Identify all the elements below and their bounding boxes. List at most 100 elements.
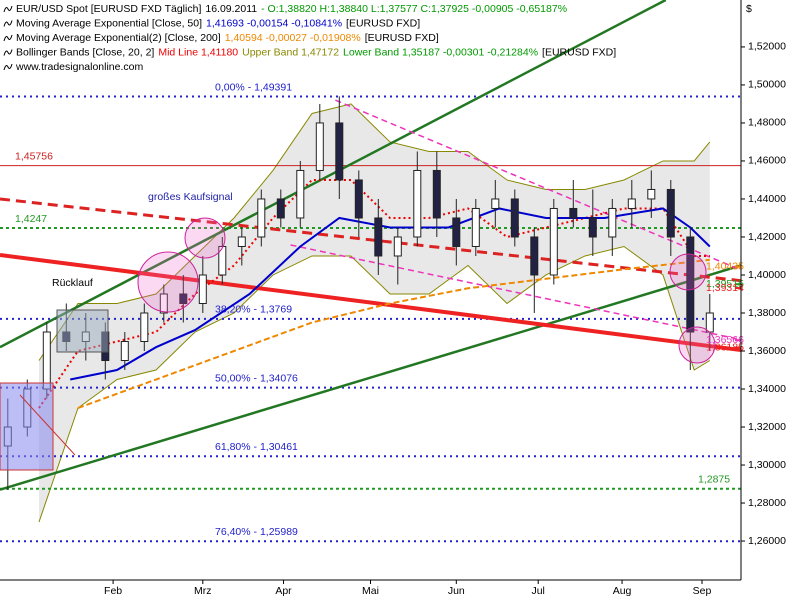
candle-body: [198, 274, 207, 304]
legend-text: [EURUSD FXD]: [542, 46, 616, 58]
legend-text: Moving Average Exponential(2) [Close, 20…: [16, 32, 221, 44]
legend-text: Lower Band 1,35187 -0,00301 -0,21284%: [343, 46, 538, 58]
annotation: großes Kaufsignal: [148, 191, 233, 203]
legend-text: 16.09.2011: [205, 3, 257, 15]
candle-body: [413, 169, 422, 238]
highlight-line: [19, 394, 76, 456]
legend-line: Moving Average Exponential(2) [Close, 20…: [16, 32, 439, 44]
candle-body: [393, 236, 402, 257]
trend-line: [0, 253, 742, 353]
indicator-line: [77, 258, 710, 409]
level-label: 38,20% - 1,3769: [215, 304, 292, 316]
x-tick-label: Mai: [362, 585, 379, 597]
candle-body: [276, 198, 285, 219]
y-tick-label: 1,38000: [748, 307, 786, 319]
signal-circle: [137, 251, 199, 313]
legend-line: www.tradesignalonline.com: [15, 61, 143, 73]
price-label: 1,36566: [706, 334, 744, 346]
highlight-box: [56, 309, 109, 353]
legend-line: Bollinger Bands [Close, 20, 2] Mid Line 1…: [16, 46, 616, 58]
level-label: 61,80% - 1,30461: [215, 441, 298, 453]
price-label: 1,36185: [706, 341, 744, 353]
legend-icon: [3, 63, 13, 71]
x-tick-label: Jul: [531, 585, 544, 597]
candle-body: [452, 217, 461, 247]
y-tick-label: 1,46000: [748, 155, 786, 167]
y-tick-label: 1,40000: [748, 269, 786, 281]
level-label: 1,4247: [15, 213, 47, 225]
y-tick-label: 1,48000: [748, 117, 786, 129]
legend-line: Moving Average Exponential [Close, 50] 1,…: [16, 17, 420, 29]
plot-area: 1,45756 1,4247 1,2875 0,00% - 1,49391 38,20%…: [0, 0, 744, 543]
level-label: 0,00% - 1,49391: [215, 81, 292, 93]
highlight-box: [0, 382, 54, 471]
trend-line: [0, 0, 667, 349]
signal-circle: [678, 326, 716, 364]
x-tick-label: Sep: [693, 585, 712, 597]
y-tick-label: 1,30000: [748, 459, 786, 471]
candle-body: [471, 207, 480, 247]
y-tick-label: 1,36000: [748, 345, 786, 357]
legend-text: [EURUSD FXD]: [365, 32, 439, 44]
legend-text: - O:1,38820 H:1,38840 L:1,37577 C:1,3792…: [261, 3, 567, 15]
legend-text: Mid Line 1,41180: [158, 46, 238, 58]
signal-circle: [669, 253, 707, 291]
trend-line: [0, 197, 742, 283]
band-fill: [39, 103, 710, 523]
candle-body: [335, 122, 344, 181]
candle-body: [354, 179, 363, 219]
legend-text: 1,40594 -0,00027 -0,01908%: [225, 32, 361, 44]
legend-text: Bollinger Bands [Close, 20, 2]: [16, 46, 154, 58]
price-label: 1,39515: [706, 278, 744, 290]
price-label: 1,40435: [706, 261, 744, 273]
trend-line: [335, 99, 742, 271]
signal-circle: [184, 217, 226, 259]
candle-body: [218, 245, 227, 276]
candle-body: [159, 293, 168, 314]
indicator-line: [38, 178, 710, 409]
candle-body: [257, 198, 266, 238]
upper-band: [38, 103, 711, 361]
x-tick-label: Apr: [275, 585, 292, 597]
y-tick-label: 1,28000: [748, 497, 786, 509]
candle-body: [296, 169, 305, 219]
level-label: 50,00% - 1,34076: [215, 372, 298, 384]
legend-icon: [3, 5, 13, 13]
candle-body: [569, 207, 578, 219]
x-tick-label: Jun: [448, 585, 465, 597]
y-tick-label: 1,42000: [748, 231, 786, 243]
legend-text: Moving Average Exponential [Close, 50]: [16, 17, 202, 29]
level-label: 1,45756: [15, 150, 53, 162]
y-tick-label: 1,44000: [748, 193, 786, 205]
price-label: 1,39314: [706, 282, 744, 294]
legend-text: [EURUSD FXD]: [346, 17, 420, 29]
candle-body: [237, 236, 246, 247]
level-label: 1,2875: [698, 474, 730, 486]
candle-body: [549, 207, 558, 276]
candle-body: [432, 169, 441, 219]
currency-label: $: [746, 3, 752, 15]
lower-band: [38, 245, 711, 523]
candle-body: [42, 331, 51, 390]
legend-icon: [3, 20, 13, 27]
x-tick-label: Feb: [104, 585, 122, 597]
y-tick-label: 1,50000: [748, 79, 786, 91]
y-tick-label: 1,52000: [748, 41, 786, 53]
legend-text: Upper Band 1,47172: [242, 46, 339, 58]
legend: EUR/USD Spot [EURUSD FXD Täglich] 16.09.2…: [3, 3, 616, 73]
candle-body: [647, 188, 656, 200]
candle-body: [588, 217, 597, 238]
candle-body: [491, 198, 500, 209]
annotation: Rücklauf: [52, 277, 93, 289]
candle-body: [179, 293, 188, 304]
legend-icon: [3, 34, 13, 42]
candle-body: [510, 198, 519, 238]
y-tick-label: 1,34000: [748, 383, 786, 395]
legend-text: EUR/USD Spot [EURUSD FXD Täglich]: [16, 3, 201, 15]
candle-body: [530, 236, 539, 276]
level-label: 76,40% - 1,25989: [215, 526, 298, 538]
candle-body: [608, 207, 617, 238]
legend-text: 1,41693 -0,00154 -0,10841%: [206, 17, 342, 29]
trend-line: [0, 264, 742, 491]
